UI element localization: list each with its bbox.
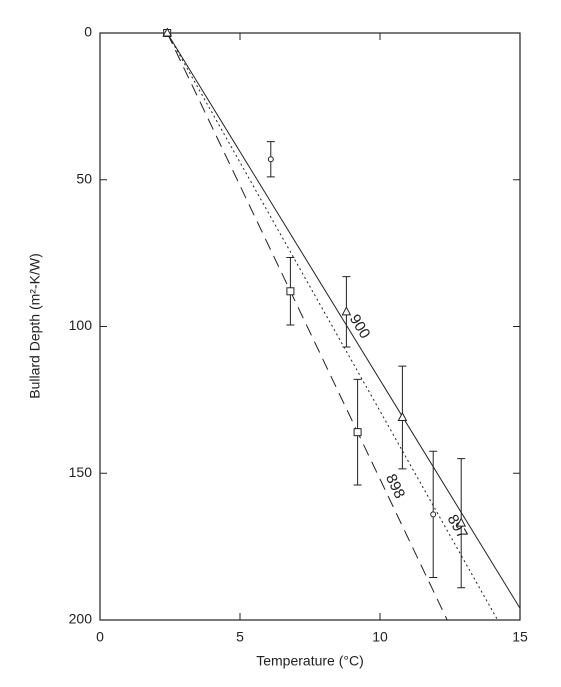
x-axis-label: Temperature (°C) <box>256 653 364 669</box>
x-tick-label: 5 <box>236 629 244 645</box>
fit-line <box>166 32 448 621</box>
data-point <box>162 27 173 37</box>
y-tick-label: 50 <box>76 170 92 186</box>
data-point <box>341 306 352 316</box>
fit-line <box>166 32 521 609</box>
data-point <box>286 287 295 296</box>
line-label: 900 <box>346 312 374 342</box>
line-label: 898 <box>382 471 408 501</box>
y-tick-label: 200 <box>69 611 93 627</box>
y-tick-label: 100 <box>69 317 93 333</box>
y-axis-label: Bullard Depth (m²-K/W) <box>27 253 43 398</box>
y-tick-label: 150 <box>69 464 93 480</box>
data-point <box>353 428 362 437</box>
x-tick-label: 10 <box>372 629 388 645</box>
data-point <box>397 411 408 421</box>
x-tick-label: 15 <box>512 629 528 645</box>
y-tick-label: 0 <box>84 24 92 40</box>
data-point <box>430 511 437 518</box>
line-label: 897 <box>444 512 471 542</box>
data-point <box>456 517 467 527</box>
data-point <box>267 156 274 163</box>
x-tick-label: 0 <box>96 629 104 645</box>
fit-line <box>166 32 499 621</box>
